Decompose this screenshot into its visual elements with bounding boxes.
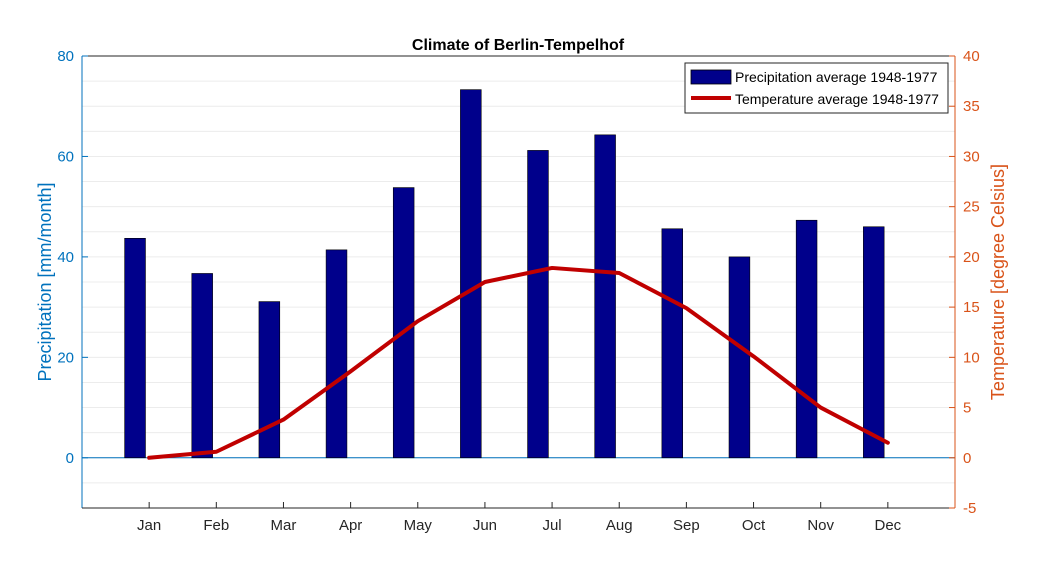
precipitation-bar	[325, 249, 348, 459]
right-tick-label: 40	[963, 48, 980, 65]
x-tick-label: May	[404, 517, 433, 534]
right-tick-label: 30	[963, 148, 980, 165]
x-tick-label: Dec	[875, 517, 902, 534]
x-tick-label: Mar	[271, 517, 297, 534]
left-axis-label: Precipitation [mm/month]	[35, 182, 55, 381]
legend-label-temperature: Temperature average 1948-1977	[735, 91, 939, 107]
precipitation-bar	[728, 256, 751, 459]
precipitation-bar	[460, 89, 482, 459]
right-tick-label: 35	[963, 98, 980, 115]
left-tick-labels: 0 20 40 60 80	[57, 48, 74, 467]
x-tick-label: Oct	[742, 517, 766, 534]
precipitation-bars	[124, 89, 885, 459]
temperature-line	[147, 265, 890, 460]
right-tick-label: 15	[963, 299, 980, 316]
temperature-line-group	[147, 265, 890, 460]
precipitation-bar	[124, 238, 146, 459]
precipitation-bar	[661, 228, 683, 459]
right-tick-labels: -5 0 5 10 15 20 25 30 35 40	[963, 48, 980, 517]
left-tick-label: 20	[57, 349, 74, 366]
x-tick-label: Aug	[606, 517, 633, 534]
right-tick-label: 10	[963, 349, 980, 366]
precipitation-bar	[191, 273, 213, 459]
x-tick-label: Feb	[203, 517, 229, 534]
left-tick-label: 80	[57, 48, 74, 65]
x-tick-labels: Jan Feb Mar Apr May Jun Jul Aug Sep Oct Nov Dec	[137, 517, 902, 534]
right-axis-label: Temperature [degree Celsius]	[988, 164, 1008, 400]
x-tick-label: Jan	[137, 517, 161, 534]
x-tick-label: Sep	[673, 517, 700, 534]
right-tick-label: 0	[963, 450, 971, 467]
legend: Precipitation average 1948-1977 Temperat…	[684, 62, 949, 114]
x-tick-label: Nov	[807, 517, 834, 534]
left-tick-label: 60	[57, 148, 74, 165]
left-tick-label: 0	[66, 450, 74, 467]
legend-label-precipitation: Precipitation average 1948-1977	[735, 69, 938, 85]
x-tick-label: Apr	[339, 517, 362, 534]
precipitation-bar	[863, 226, 885, 459]
precipitation-bar	[594, 134, 616, 459]
x-tick-label: Jul	[542, 517, 561, 534]
right-tick-label: 5	[963, 400, 971, 417]
precipitation-bar	[527, 150, 549, 459]
precipitation-bar	[795, 219, 818, 459]
legend-swatch-precipitation	[690, 69, 732, 85]
x-tick-label: Jun	[473, 517, 497, 534]
axes	[81, 55, 956, 509]
right-tick-label: -5	[963, 500, 976, 517]
chart-title: Climate of Berlin-Tempelhof	[412, 37, 625, 54]
left-tick-label: 40	[57, 249, 74, 266]
precipitation-bar	[392, 187, 415, 459]
precipitation-bar	[258, 301, 281, 459]
right-tick-label: 25	[963, 199, 980, 216]
right-tick-label: 20	[963, 249, 980, 266]
